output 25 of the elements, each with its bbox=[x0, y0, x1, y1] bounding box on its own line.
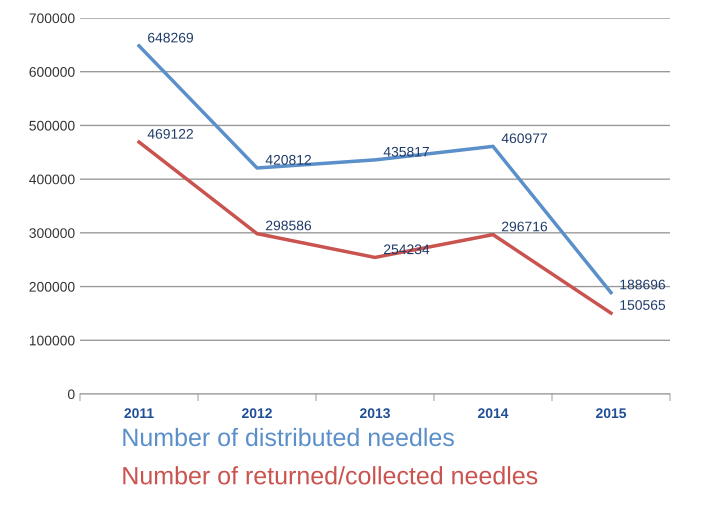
y-tick-label: 600000 bbox=[30, 67, 75, 77]
text: Number of distributed needles bbox=[123, 428, 454, 446]
data-label: 298586 bbox=[266, 220, 312, 230]
y-tick-label: 200000 bbox=[29, 282, 75, 292]
data-label: 648269 bbox=[148, 32, 194, 43]
data-label: 150565 bbox=[620, 300, 666, 310]
y-tick-label: 0 bbox=[68, 389, 75, 400]
data-label: 420812 bbox=[266, 154, 311, 165]
y-tick-label: 700000 bbox=[30, 13, 75, 24]
x-tick-label: 2013 bbox=[360, 408, 390, 418]
data-label: 435817 bbox=[384, 146, 429, 157]
data-label: 469122 bbox=[148, 128, 193, 139]
x-tick-label: 2011 bbox=[124, 408, 154, 418]
text: Number of returned/collected needles bbox=[123, 466, 538, 485]
y-tick-label: 500000 bbox=[29, 120, 75, 131]
x-tick-label: 2014 bbox=[478, 408, 508, 418]
data-label: 296716 bbox=[502, 222, 548, 232]
data-label: 460977 bbox=[502, 133, 547, 144]
x-tick-label: 2012 bbox=[242, 408, 272, 418]
y-tick-label: 100000 bbox=[30, 336, 75, 346]
y-tick-label: 300000 bbox=[29, 228, 75, 238]
line-series bbox=[137, 44, 613, 294]
y-tick-label: 400000 bbox=[29, 174, 75, 184]
x-tick-label: 2015 bbox=[596, 408, 626, 418]
data-label: 188696 bbox=[620, 280, 666, 290]
